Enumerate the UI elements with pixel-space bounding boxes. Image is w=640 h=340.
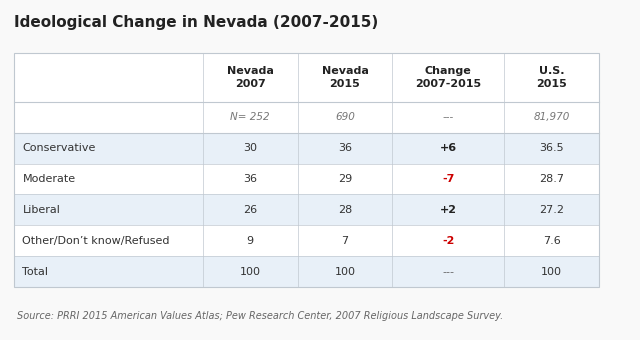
Text: N= 252: N= 252 — [230, 112, 270, 122]
Bar — [14, 53, 599, 287]
Text: 81,970: 81,970 — [534, 112, 570, 122]
Bar — [14, 53, 599, 287]
Text: U.S.
2015: U.S. 2015 — [536, 66, 567, 88]
Text: 28.7: 28.7 — [539, 174, 564, 184]
Text: Conservative: Conservative — [22, 143, 96, 153]
Text: Moderate: Moderate — [22, 174, 76, 184]
Text: Other/Don’t know/Refused: Other/Don’t know/Refused — [22, 236, 170, 246]
Text: 100: 100 — [335, 267, 355, 277]
Text: 36: 36 — [243, 174, 257, 184]
Text: +6: +6 — [440, 143, 457, 153]
Bar — [14, 164, 599, 194]
Text: 30: 30 — [243, 143, 257, 153]
Bar — [14, 256, 599, 287]
Text: Change
2007-2015: Change 2007-2015 — [415, 66, 481, 88]
Text: Liberal: Liberal — [22, 205, 60, 215]
Text: 36.5: 36.5 — [540, 143, 564, 153]
Text: 28: 28 — [338, 205, 352, 215]
Text: 7.6: 7.6 — [543, 236, 561, 246]
Text: +2: +2 — [440, 205, 457, 215]
Text: 29: 29 — [338, 174, 352, 184]
Text: Nevada
2007: Nevada 2007 — [227, 66, 274, 88]
Text: 100: 100 — [541, 267, 562, 277]
Text: Ideological Change in Nevada (2007-2015): Ideological Change in Nevada (2007-2015) — [14, 15, 378, 30]
Text: Nevada
2015: Nevada 2015 — [321, 66, 369, 88]
Text: 26: 26 — [243, 205, 257, 215]
Text: Source: PRRI 2015 American Values Atlas; Pew Research Center, 2007 Religious Lan: Source: PRRI 2015 American Values Atlas;… — [17, 311, 504, 321]
Text: ---: --- — [442, 267, 454, 277]
Text: ---: --- — [443, 112, 454, 122]
Text: -7: -7 — [442, 174, 454, 184]
Text: -2: -2 — [442, 236, 454, 246]
Bar — [14, 194, 599, 225]
Bar — [14, 225, 599, 256]
Text: 27.2: 27.2 — [539, 205, 564, 215]
Text: 36: 36 — [338, 143, 352, 153]
Bar — [14, 53, 599, 102]
Text: 690: 690 — [335, 112, 355, 122]
Text: 100: 100 — [240, 267, 260, 277]
Text: Total: Total — [22, 267, 49, 277]
Bar — [14, 102, 599, 133]
Bar — [14, 133, 599, 164]
Text: 9: 9 — [246, 236, 254, 246]
Text: 7: 7 — [341, 236, 349, 246]
